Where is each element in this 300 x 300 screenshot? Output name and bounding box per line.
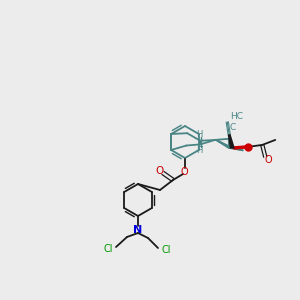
Text: H: H bbox=[196, 130, 203, 139]
Text: HC: HC bbox=[230, 112, 243, 122]
Text: O: O bbox=[265, 155, 272, 165]
Text: Cl: Cl bbox=[161, 245, 171, 255]
Text: N: N bbox=[134, 225, 142, 235]
Text: H̅: H̅ bbox=[196, 146, 203, 155]
Polygon shape bbox=[229, 135, 234, 148]
Text: O: O bbox=[180, 167, 188, 177]
Text: O: O bbox=[155, 166, 163, 176]
Text: Cl: Cl bbox=[103, 244, 113, 254]
Text: C: C bbox=[229, 123, 236, 132]
